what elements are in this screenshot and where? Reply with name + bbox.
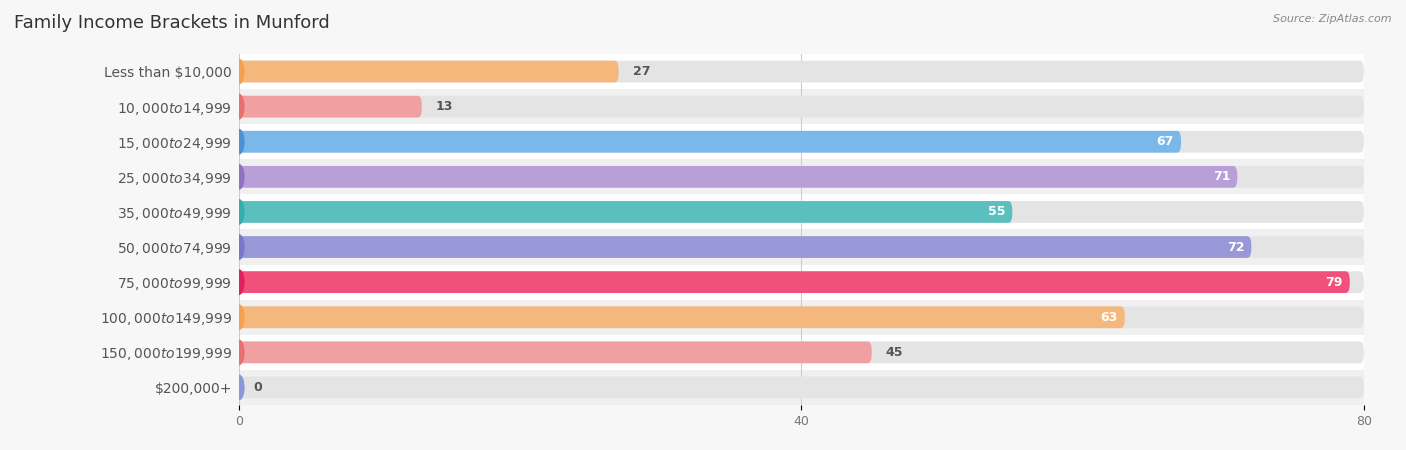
Text: 0: 0: [253, 381, 262, 394]
FancyBboxPatch shape: [239, 166, 1237, 188]
Text: 67: 67: [1157, 135, 1174, 148]
Text: 27: 27: [633, 65, 650, 78]
FancyBboxPatch shape: [239, 271, 1364, 293]
FancyBboxPatch shape: [239, 201, 1012, 223]
FancyBboxPatch shape: [239, 236, 1251, 258]
FancyBboxPatch shape: [239, 54, 1364, 89]
FancyBboxPatch shape: [239, 230, 1364, 265]
FancyBboxPatch shape: [239, 96, 422, 117]
Circle shape: [235, 130, 243, 154]
FancyBboxPatch shape: [239, 300, 1364, 335]
Circle shape: [235, 94, 243, 119]
Text: 45: 45: [886, 346, 903, 359]
Text: 71: 71: [1213, 171, 1230, 183]
Circle shape: [235, 59, 243, 84]
FancyBboxPatch shape: [239, 370, 1364, 405]
Circle shape: [235, 305, 243, 329]
FancyBboxPatch shape: [239, 89, 1364, 124]
Text: 79: 79: [1326, 276, 1343, 288]
FancyBboxPatch shape: [239, 61, 1364, 82]
FancyBboxPatch shape: [239, 271, 1350, 293]
Text: 13: 13: [436, 100, 453, 113]
FancyBboxPatch shape: [239, 335, 1364, 370]
Circle shape: [235, 235, 243, 259]
Text: 55: 55: [988, 206, 1005, 218]
FancyBboxPatch shape: [239, 61, 619, 82]
Text: Source: ZipAtlas.com: Source: ZipAtlas.com: [1274, 14, 1392, 23]
Circle shape: [235, 375, 243, 400]
Circle shape: [235, 340, 243, 364]
FancyBboxPatch shape: [239, 342, 1364, 363]
FancyBboxPatch shape: [239, 306, 1125, 328]
FancyBboxPatch shape: [239, 166, 1364, 188]
Circle shape: [235, 270, 243, 294]
FancyBboxPatch shape: [239, 201, 1364, 223]
FancyBboxPatch shape: [239, 377, 1364, 398]
FancyBboxPatch shape: [239, 236, 1364, 258]
FancyBboxPatch shape: [239, 159, 1364, 194]
FancyBboxPatch shape: [239, 265, 1364, 300]
Circle shape: [235, 200, 243, 224]
Text: Family Income Brackets in Munford: Family Income Brackets in Munford: [14, 14, 330, 32]
Text: 72: 72: [1227, 241, 1244, 253]
Circle shape: [235, 165, 243, 189]
FancyBboxPatch shape: [239, 96, 1364, 117]
FancyBboxPatch shape: [239, 194, 1364, 230]
Text: 63: 63: [1101, 311, 1118, 324]
FancyBboxPatch shape: [239, 131, 1181, 153]
FancyBboxPatch shape: [239, 306, 1364, 328]
FancyBboxPatch shape: [239, 124, 1364, 159]
FancyBboxPatch shape: [239, 131, 1364, 153]
FancyBboxPatch shape: [239, 342, 872, 363]
